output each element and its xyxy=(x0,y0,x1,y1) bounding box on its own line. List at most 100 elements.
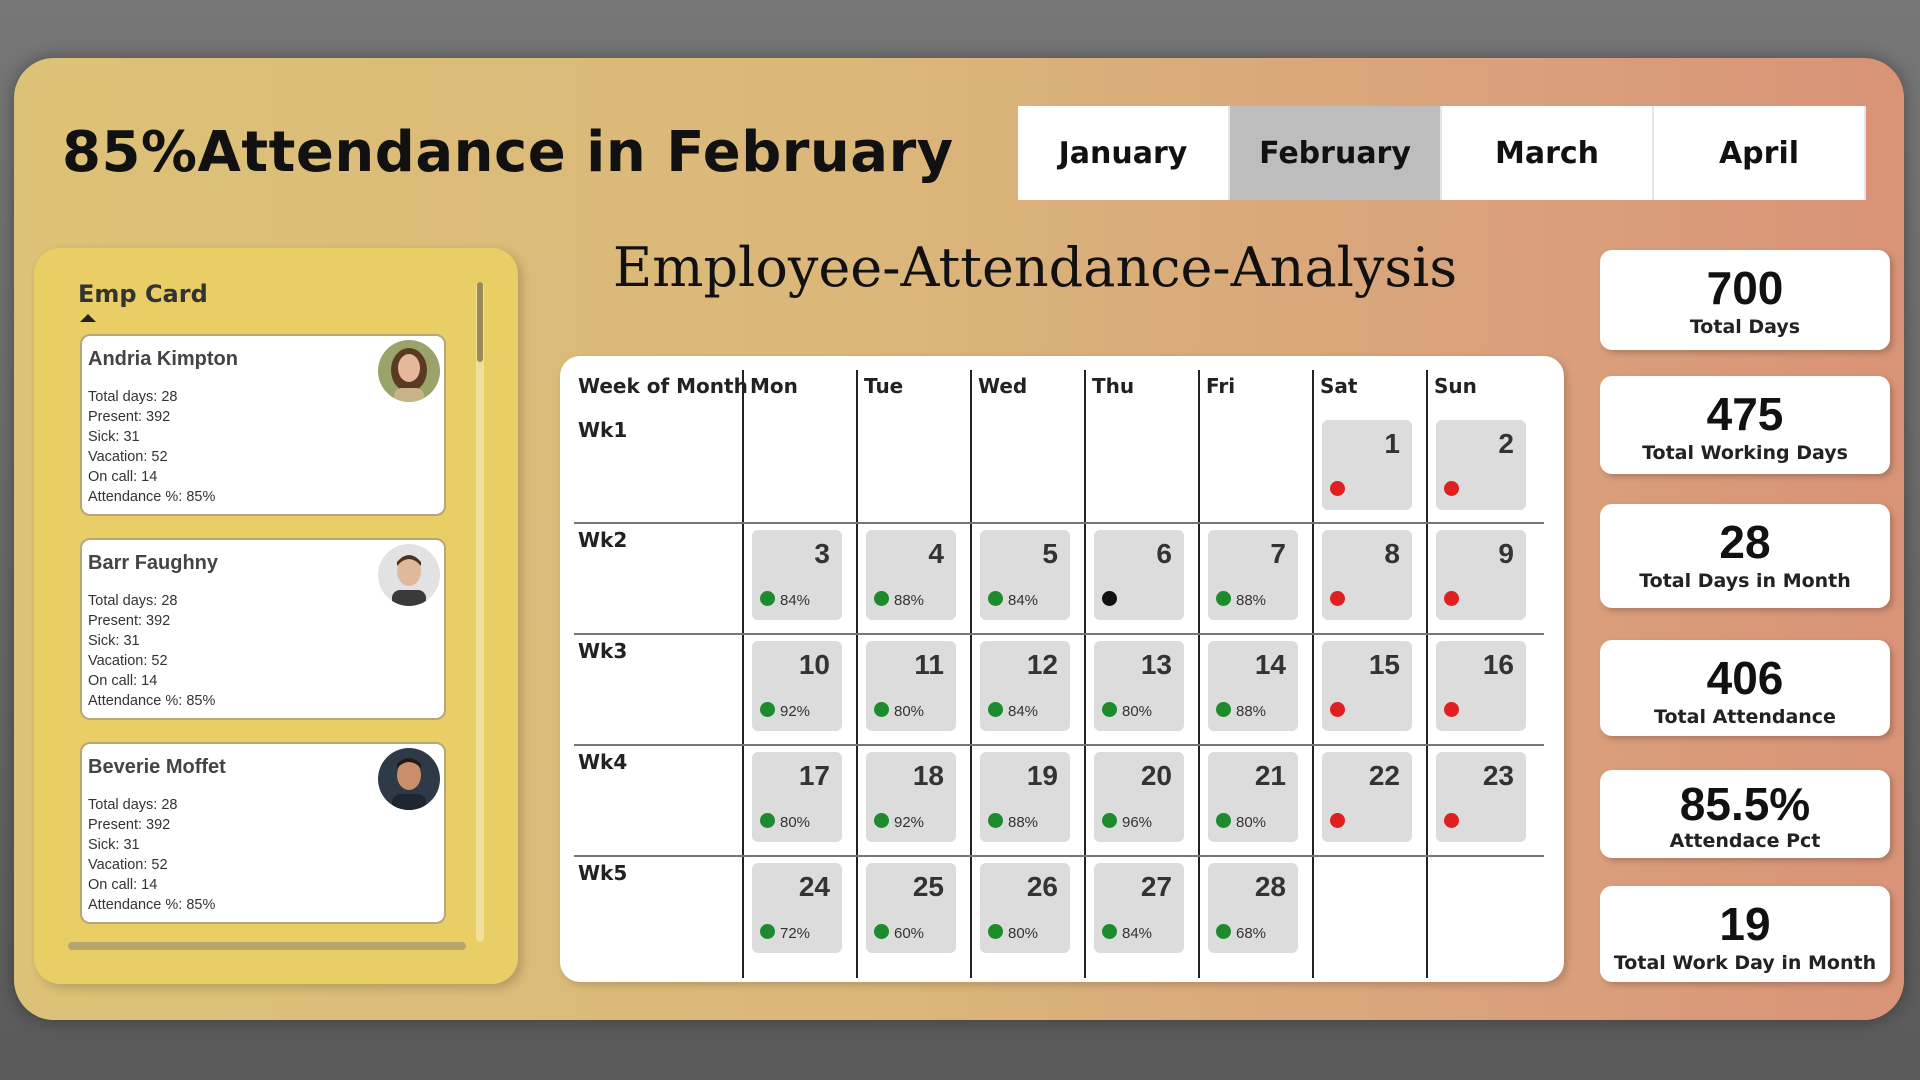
calendar-day-cell[interactable]: 4 88% xyxy=(866,530,956,620)
day-number: 14 xyxy=(1254,649,1286,680)
calendar-day-cell[interactable]: 13 80% xyxy=(1094,641,1184,731)
day-attendance-pct: 92% xyxy=(780,703,811,720)
calendar-day-cell[interactable]: 14 88% xyxy=(1208,641,1298,731)
calendar-day-cell[interactable]: 23 xyxy=(1436,752,1526,842)
day-number: 12 xyxy=(1026,649,1058,680)
calendar-day-cell[interactable]: 8 xyxy=(1322,530,1412,620)
status-dot-icon xyxy=(760,924,775,939)
status-dot-icon xyxy=(760,591,775,606)
day-number: 22 xyxy=(1368,760,1400,791)
kpi-value: 28 xyxy=(1719,516,1771,568)
day-number: 28 xyxy=(1254,871,1286,902)
calendar-day-cell[interactable]: 9 xyxy=(1436,530,1526,620)
day-number: 27 xyxy=(1140,871,1172,902)
tab-march[interactable]: March xyxy=(1442,106,1654,200)
calendar-day-cell[interactable]: 3 84% xyxy=(752,530,842,620)
day-attendance-pct: 84% xyxy=(1008,703,1039,720)
status-dot-icon xyxy=(1216,813,1231,828)
kpi-total-days: 700 Total Days xyxy=(1600,250,1890,350)
day-attendance-pct: 88% xyxy=(894,592,925,609)
row-divider xyxy=(574,855,1544,857)
calendar-day-cell[interactable]: 25 60% xyxy=(866,863,956,953)
emp-sick: Sick: 31 xyxy=(88,633,140,649)
day-number: 21 xyxy=(1254,760,1286,791)
emp-attendance: Attendance %: 85% xyxy=(88,489,216,505)
row-divider xyxy=(574,522,1544,524)
status-dot-icon xyxy=(1330,481,1345,496)
sort-up-icon[interactable] xyxy=(80,314,96,322)
emp-present: Present: 392 xyxy=(88,613,171,629)
tab-february[interactable]: February xyxy=(1230,106,1442,200)
emp-attendance: Attendance %: 85% xyxy=(88,693,216,709)
tab-january[interactable]: January xyxy=(1018,106,1230,200)
calendar-day-cell[interactable]: 22 xyxy=(1322,752,1412,842)
status-dot-icon xyxy=(874,924,889,939)
emp-on-call: On call: 14 xyxy=(88,469,158,485)
calendar-day-cell[interactable]: 19 88% xyxy=(980,752,1070,842)
calendar-day-cell[interactable]: 18 92% xyxy=(866,752,956,842)
emp-present: Present: 392 xyxy=(88,817,171,833)
horizontal-scrollbar[interactable] xyxy=(68,942,466,950)
status-dot-icon xyxy=(1330,591,1345,606)
row-divider xyxy=(574,633,1544,635)
day-attendance-pct: 80% xyxy=(894,703,925,720)
calendar-day-cell[interactable]: 5 84% xyxy=(980,530,1070,620)
calendar-day-cell[interactable]: 17 80% xyxy=(752,752,842,842)
calendar-day-cell[interactable]: 12 84% xyxy=(980,641,1070,731)
emp-card[interactable]: Barr Faughny Total days: 28 Present: 392… xyxy=(80,538,446,720)
calendar-day-cell[interactable]: 2 xyxy=(1436,420,1526,510)
day-number: 11 xyxy=(914,649,944,680)
calendar-day-cell[interactable]: 21 80% xyxy=(1208,752,1298,842)
emp-name: Beverie Moffet xyxy=(88,756,226,778)
emp-card[interactable]: Andria Kimpton Total days: 28 Present: 3… xyxy=(80,334,446,516)
day-attendance-pct: 80% xyxy=(1122,703,1153,720)
column-divider xyxy=(742,370,744,978)
scrollbar-thumb[interactable] xyxy=(477,282,483,362)
calendar-day-cell[interactable]: 24 72% xyxy=(752,863,842,953)
kpi-total-working-days: 475 Total Working Days xyxy=(1600,376,1890,474)
day-attendance-pct: 88% xyxy=(1236,703,1267,720)
week-label: Wk5 xyxy=(578,861,628,885)
day-number: 15 xyxy=(1368,649,1400,680)
emp-total-days: Total days: 28 xyxy=(88,389,178,405)
emp-card-panel: Emp Card Andria Kimpton Total days: 28 P… xyxy=(34,248,518,984)
calendar-day-cell[interactable]: 27 84% xyxy=(1094,863,1184,953)
status-dot-icon xyxy=(1444,481,1459,496)
calendar-day-cell[interactable]: 10 92% xyxy=(752,641,842,731)
vertical-scrollbar[interactable] xyxy=(476,282,484,942)
status-dot-icon xyxy=(988,924,1003,939)
status-dot-icon xyxy=(988,591,1003,606)
emp-attendance: Attendance %: 85% xyxy=(88,897,216,913)
emp-name: Barr Faughny xyxy=(88,552,219,574)
week-of-month-header: Week of Month xyxy=(578,374,748,398)
calendar-day-cell[interactable]: 16 xyxy=(1436,641,1526,731)
status-dot-icon xyxy=(874,702,889,717)
emp-total-days: Total days: 28 xyxy=(88,797,178,813)
calendar-day-cell[interactable]: 7 88% xyxy=(1208,530,1298,620)
kpi-value: 406 xyxy=(1706,652,1784,704)
status-dot-icon xyxy=(1444,591,1459,606)
emp-card[interactable]: Beverie Moffet Total days: 28 Present: 3… xyxy=(80,742,446,924)
page-title: 85%Attendance in February xyxy=(62,120,954,185)
calendar-day-cell[interactable]: 15 xyxy=(1322,641,1412,731)
calendar-day-cell[interactable]: 6 xyxy=(1094,530,1184,620)
kpi-value: 19 xyxy=(1719,898,1771,950)
day-number: 8 xyxy=(1384,538,1400,569)
calendar-day-cell[interactable]: 26 80% xyxy=(980,863,1070,953)
status-dot-icon xyxy=(1216,924,1231,939)
emp-total-days: Total days: 28 xyxy=(88,593,178,609)
calendar-day-cell[interactable]: 28 68% xyxy=(1208,863,1298,953)
calendar-day-cell[interactable]: 1 xyxy=(1322,420,1412,510)
day-number: 26 xyxy=(1026,871,1058,902)
day-attendance-pct: 84% xyxy=(1008,592,1039,609)
tab-april[interactable]: April xyxy=(1654,106,1866,200)
calendar-day-cell[interactable]: 20 96% xyxy=(1094,752,1184,842)
kpi-label: Total Working Days xyxy=(1642,442,1848,464)
day-header-sat: Sat xyxy=(1320,374,1358,398)
calendar-day-cell[interactable]: 11 80% xyxy=(866,641,956,731)
day-number: 25 xyxy=(912,871,944,902)
day-number: 13 xyxy=(1140,649,1172,680)
kpi-total-attendance: 406 Total Attendance xyxy=(1600,640,1890,736)
day-header-thu: Thu xyxy=(1092,374,1135,398)
week-label: Wk4 xyxy=(578,750,628,774)
